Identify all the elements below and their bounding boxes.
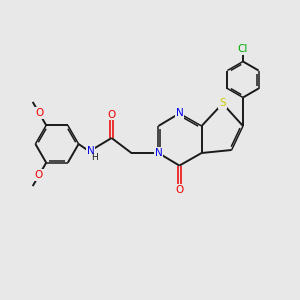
Text: Cl: Cl [238, 44, 248, 54]
Text: H: H [91, 153, 98, 162]
Text: O: O [107, 110, 116, 120]
Text: O: O [35, 108, 43, 118]
Text: N: N [154, 148, 162, 158]
Text: O: O [175, 184, 184, 195]
Text: N: N [87, 146, 94, 156]
Text: N: N [176, 108, 183, 118]
Text: O: O [35, 170, 43, 180]
Text: S: S [219, 98, 226, 109]
